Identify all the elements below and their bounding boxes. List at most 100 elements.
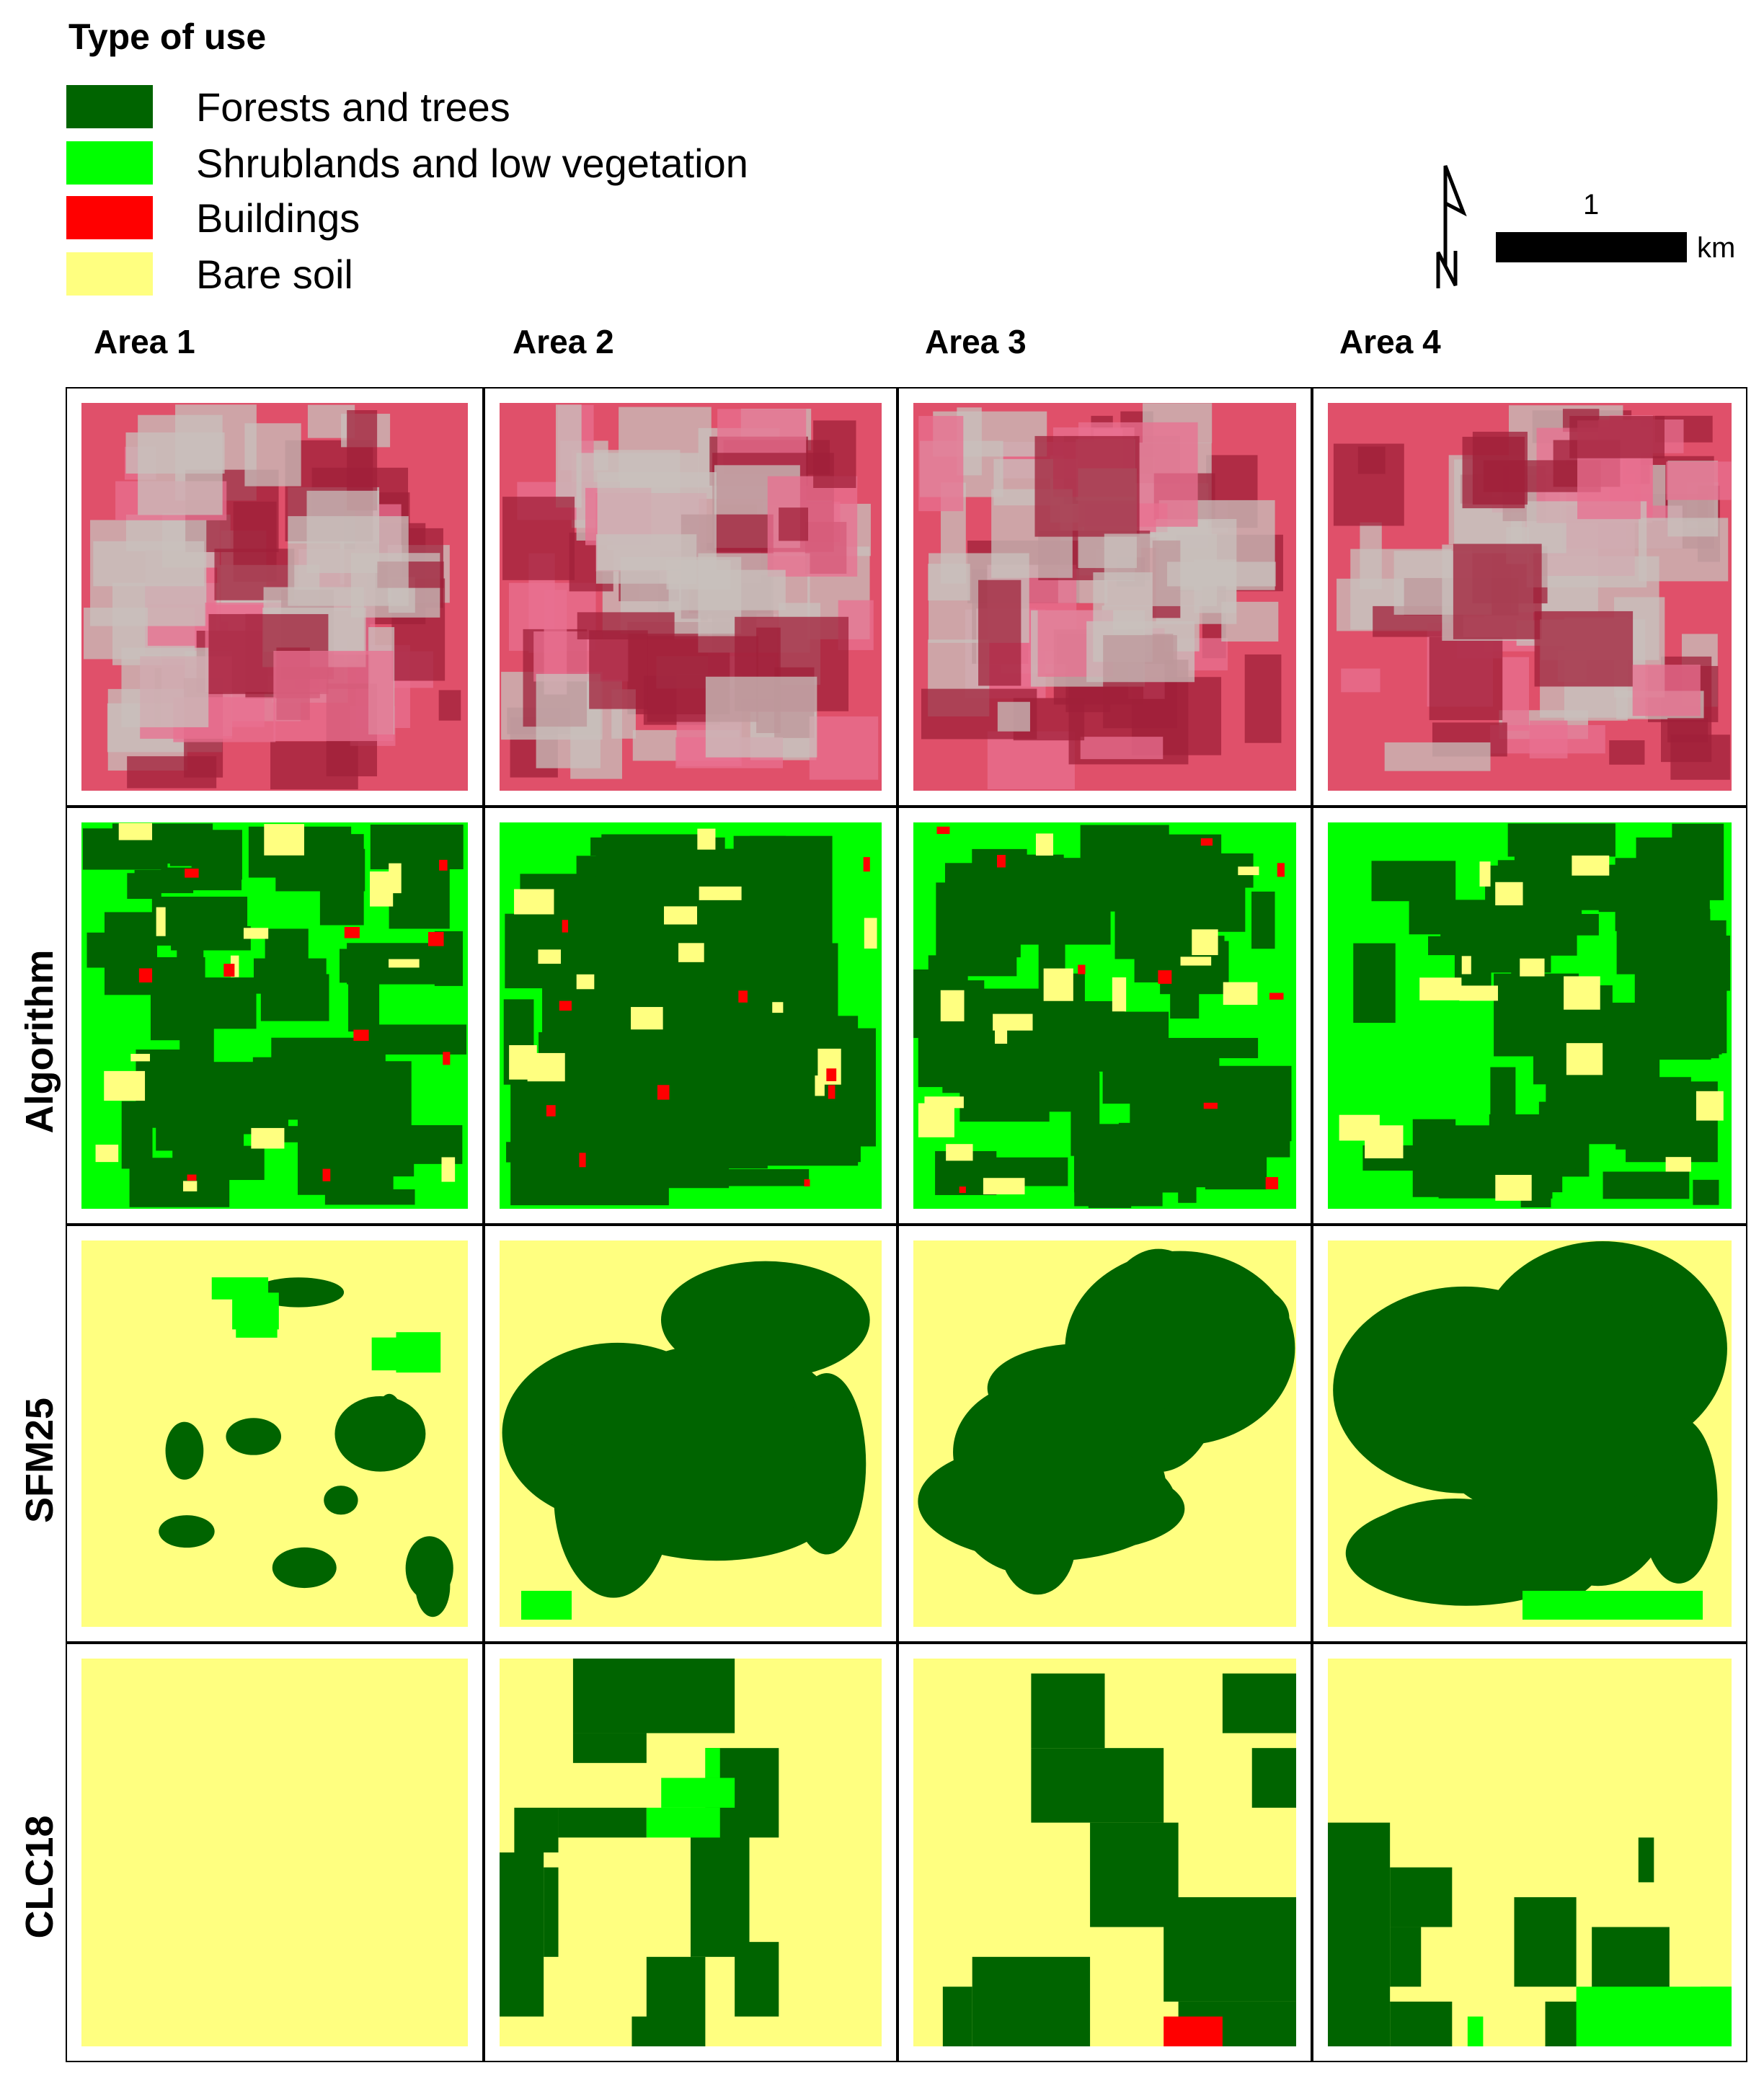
building-patch (427, 931, 444, 946)
building-patch (996, 855, 1006, 868)
bare-soil-patch (1035, 833, 1054, 856)
satellite-field (244, 423, 301, 487)
bare-soil-patch (243, 928, 269, 939)
forest-patch (171, 926, 251, 951)
forest-patch (506, 1142, 606, 1163)
building-patch (439, 859, 448, 871)
map-panel-r4-c1 (81, 1659, 468, 2046)
satellite-field (1632, 665, 1701, 716)
forest-block (942, 1987, 972, 2046)
forest-patch (661, 1038, 834, 1162)
map-panel-r3-c3 (913, 1240, 1296, 1627)
forest-patch (405, 1536, 453, 1601)
bare-soil-patch (1112, 977, 1127, 1012)
bare-soil-patch (1564, 976, 1600, 1010)
forest-patch (185, 1079, 245, 1124)
satellite-field (502, 497, 575, 580)
map-grid-svg (66, 387, 1747, 2062)
legend-label-buildings: Buildings (196, 195, 360, 241)
satellite-field (438, 690, 461, 721)
forest-patch (129, 1158, 230, 1207)
legend-swatch-forests (66, 85, 153, 128)
satellite-field (1502, 657, 1530, 731)
forest-patch (556, 1390, 813, 1464)
shrub-patch (521, 1591, 572, 1620)
bare-soil-patch (1043, 968, 1073, 1001)
forest-block (572, 1659, 735, 1734)
row-label-clc18: CLC18 (18, 1815, 61, 1939)
map-panel-r4-c2 (500, 1659, 882, 2046)
satellite-field (1341, 668, 1380, 693)
legend-title: Type of use (68, 17, 267, 57)
building-patch (185, 869, 199, 878)
forest-patch (936, 882, 1017, 977)
north-arrow-icon (1436, 165, 1467, 288)
bare-soil-patch (1520, 958, 1545, 977)
map-panel-r1-c2 (500, 403, 882, 791)
forest-block (1390, 1927, 1422, 1987)
forest-block (1390, 1867, 1453, 1927)
bare-soil-patch (815, 1075, 825, 1096)
forest-block (1514, 1897, 1577, 1987)
satellite-field (121, 647, 209, 727)
building-patch (223, 964, 235, 977)
building-patch (657, 1085, 670, 1100)
bare-soil-patch (1495, 882, 1523, 906)
forest-block (1638, 1837, 1654, 1883)
satellite-field (1080, 737, 1164, 760)
satellite-field (1221, 601, 1279, 642)
forest-patch (660, 1261, 870, 1379)
bare-soil-patch (370, 871, 394, 907)
map-panel-r2-c4 (1328, 822, 1732, 1209)
forest-patch (1073, 1153, 1100, 1193)
satellite-field (1534, 611, 1634, 687)
forest-patch (1353, 943, 1396, 1023)
satellite-field (1453, 543, 1542, 639)
satellite-field (809, 716, 879, 780)
satellite-field (1609, 740, 1645, 765)
forest-patch (1010, 1022, 1076, 1086)
bare-soil-patch (1223, 982, 1258, 1006)
forest-patch (127, 873, 161, 900)
bare-soil-patch (509, 1044, 537, 1080)
forest-block (1031, 1748, 1164, 1823)
forest-patch (1693, 1179, 1719, 1205)
forest-patch (165, 1421, 204, 1480)
bare-soil-patch (156, 907, 166, 936)
building-patch (322, 1168, 331, 1181)
forest-patch (159, 1515, 215, 1548)
bare-soil-patch (1339, 1114, 1380, 1141)
bare-soil-patch (104, 1070, 146, 1101)
shrub-block (646, 1807, 720, 1838)
building-patch (1200, 838, 1213, 846)
forest-patch (179, 977, 257, 1029)
legend-swatch-buildings (66, 196, 153, 239)
bare-soil-patch (697, 828, 716, 850)
bare-soil-patch (1696, 1091, 1724, 1121)
map-panel-r1-c1 (81, 403, 468, 791)
forest-patch (324, 1486, 358, 1515)
forest-patch (1440, 915, 1493, 949)
bare-soil-patch (946, 1144, 973, 1161)
bare-soil-patch (264, 824, 304, 856)
bare-soil-patch (1419, 977, 1462, 1000)
satellite-field (127, 756, 217, 789)
forest-patch (1118, 1122, 1160, 1146)
shrub-block (1700, 1987, 1732, 2017)
forest-block (972, 1956, 1091, 2046)
forest-patch (340, 949, 387, 983)
forest-patch (1013, 858, 1111, 945)
row-label-sfm25: SFM25 (18, 1397, 61, 1524)
forest-patch (1114, 889, 1140, 959)
forest-patch (1108, 1272, 1290, 1363)
forest-block (514, 1807, 559, 1852)
bare-soil-patch (699, 886, 742, 900)
forest-block (572, 1733, 647, 1763)
scale-unit: km (1697, 232, 1736, 264)
clc18-map (81, 1659, 468, 2046)
map-panel-r4-c4 (1328, 1659, 1732, 2046)
building-patch (443, 1052, 451, 1065)
bare-soil-patch (1192, 929, 1218, 956)
satellite-field (288, 516, 409, 606)
forest-block (735, 1942, 779, 2017)
